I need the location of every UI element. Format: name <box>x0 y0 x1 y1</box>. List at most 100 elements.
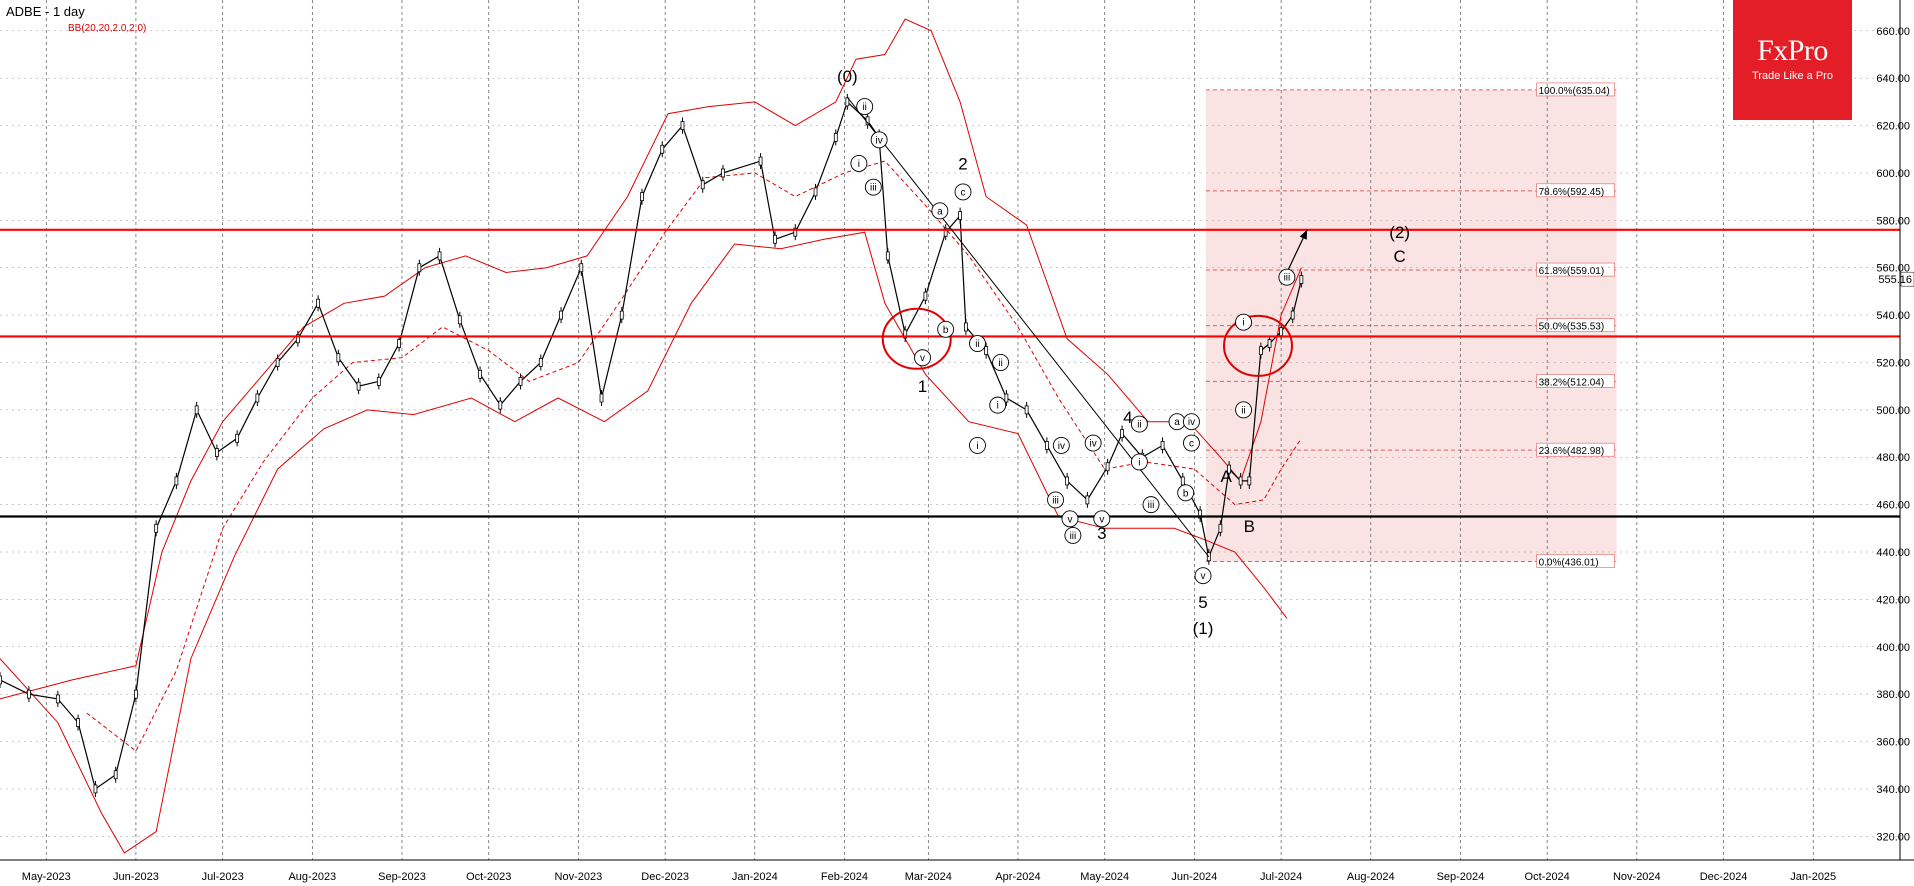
indicator-label: BB(20,20,2.0,2.0) <box>68 23 147 34</box>
price-candle-54 <box>1065 476 1070 486</box>
wave-label-21: 3 <box>1097 524 1106 543</box>
price-candle-69 <box>1279 327 1284 337</box>
price-candle-49 <box>964 322 968 332</box>
wave-label-10: b <box>943 325 949 336</box>
last-price-label: 555.16 <box>1878 274 1912 286</box>
price-candle-6 <box>134 689 138 699</box>
fib-level-label-1: 78.6%(592.45) <box>1539 187 1605 198</box>
wave-label-29: b <box>1183 488 1189 499</box>
y-tick-label-15: 620.00 <box>1876 121 1910 133</box>
wave-circle-19 <box>1064 526 1082 544</box>
wave-label-26: a <box>1174 417 1180 428</box>
wave-label-12: ii <box>998 358 1002 369</box>
wave-circle-3 <box>850 155 868 172</box>
price-candle-21 <box>437 251 442 261</box>
fibonacci-zone: 100.0%(635.04) 78.6%(592.45) 61.8%(559.01)… <box>1205 82 1617 568</box>
wave-circle-16 <box>1084 434 1102 452</box>
price-candle-55 <box>1085 495 1090 505</box>
x-tick-label-2: Jul-2023 <box>202 871 244 883</box>
y-tick-label-14: 600.00 <box>1876 168 1910 180</box>
bollinger-bands <box>0 18 1302 854</box>
chart-grid <box>0 0 1900 860</box>
x-tick-label-11: Apr-2024 <box>995 871 1040 883</box>
price-candle-4 <box>93 784 98 794</box>
wave-label-32: v <box>1201 571 1206 582</box>
price-candle-57 <box>1120 429 1124 438</box>
highlight-circle-1 <box>1222 314 1293 377</box>
wave-circle-14 <box>969 436 986 454</box>
y-tick-label-2: 360.00 <box>1876 737 1910 749</box>
price-candle-65 <box>1238 476 1243 486</box>
wave-label-8: c <box>961 187 966 198</box>
y-tick-label-13: 580.00 <box>1876 215 1910 227</box>
wave-label-39: C <box>1394 247 1406 266</box>
price-candle-35 <box>721 168 725 178</box>
x-tick-label-0: May-2023 <box>22 871 71 883</box>
wave-label-27: iv <box>1188 417 1195 428</box>
price-candle-44 <box>885 251 890 261</box>
y-tick-label-10: 520.00 <box>1876 357 1910 369</box>
price-candle-14 <box>295 334 300 344</box>
price-candle-22 <box>457 315 462 325</box>
y-tick-label-7: 460.00 <box>1876 500 1910 512</box>
price-candle-36 <box>758 156 763 166</box>
x-tick-label-15: Aug-2024 <box>1347 871 1395 883</box>
y-tick-label-5: 420.00 <box>1876 594 1910 606</box>
price-candle-9 <box>194 405 199 415</box>
price-candle-13 <box>275 358 280 367</box>
wave-label-18: v <box>1068 514 1073 525</box>
wave-label-14: i <box>976 441 978 452</box>
y-tick-label-4: 400.00 <box>1876 642 1910 654</box>
price-candle-32 <box>660 144 665 154</box>
price-series <box>0 93 1304 797</box>
wave-circle-35 <box>1235 313 1252 331</box>
wave-circle-37 <box>1278 268 1296 286</box>
wave-circle-17 <box>1047 491 1065 509</box>
price-candle-64 <box>1227 464 1231 474</box>
wave-label-13: i <box>997 401 999 412</box>
last-price-box <box>1900 271 1914 287</box>
logo-tagline: Trade Like a Pro <box>1752 70 1833 82</box>
wave-circle-5 <box>914 349 931 367</box>
wave-label-37: iii <box>1284 273 1291 284</box>
price-candle-51 <box>1004 393 1009 403</box>
price-candle-18 <box>376 377 381 386</box>
wave-label-22: 4 <box>1123 408 1132 427</box>
logo-name: FxPro <box>1757 34 1828 67</box>
wave-label-23: ii <box>1137 420 1141 431</box>
price-candle-60 <box>1180 476 1185 486</box>
y-tick-label-11: 540.00 <box>1876 310 1910 322</box>
price-candle-15 <box>316 298 321 308</box>
wave-circle-25 <box>1142 496 1160 514</box>
wave-label-38: (2) <box>1389 223 1410 242</box>
price-candle-2 <box>55 694 60 704</box>
wave-label-16: iv <box>1090 439 1097 450</box>
price-candle-5 <box>113 770 118 780</box>
price-candle-66 <box>1247 476 1252 486</box>
wave-label-31: B <box>1244 517 1255 536</box>
price-candle-23 <box>478 369 482 379</box>
wave-label-30: A <box>1221 467 1233 486</box>
y-tick-label-9: 500.00 <box>1876 405 1910 417</box>
wave-label-33: 5 <box>1198 593 1207 612</box>
wave-label-36: ii <box>1241 405 1245 416</box>
price-candle-17 <box>356 381 361 391</box>
highlight-circle-0 <box>881 307 952 370</box>
wave-label-17: iii <box>1052 495 1059 506</box>
price-candle-28 <box>579 263 584 273</box>
wave-circle-32 <box>1194 567 1212 585</box>
price-candle-37 <box>773 234 777 244</box>
price-candle-61 <box>1198 509 1203 519</box>
y-tick-label-17: 660.00 <box>1876 26 1910 38</box>
price-line <box>0 100 1302 790</box>
wave-circle-9 <box>931 202 949 220</box>
price-candle-3 <box>76 718 80 727</box>
x-tick-label-8: Jan-2024 <box>732 871 778 883</box>
price-candle-48 <box>958 211 963 220</box>
price-candle-63 <box>1218 523 1223 533</box>
wave-circle-15 <box>1052 436 1070 454</box>
price-candle-0 <box>0 675 2 685</box>
y-tick-label-3: 380.00 <box>1876 689 1910 701</box>
price-candle-11 <box>235 433 240 443</box>
